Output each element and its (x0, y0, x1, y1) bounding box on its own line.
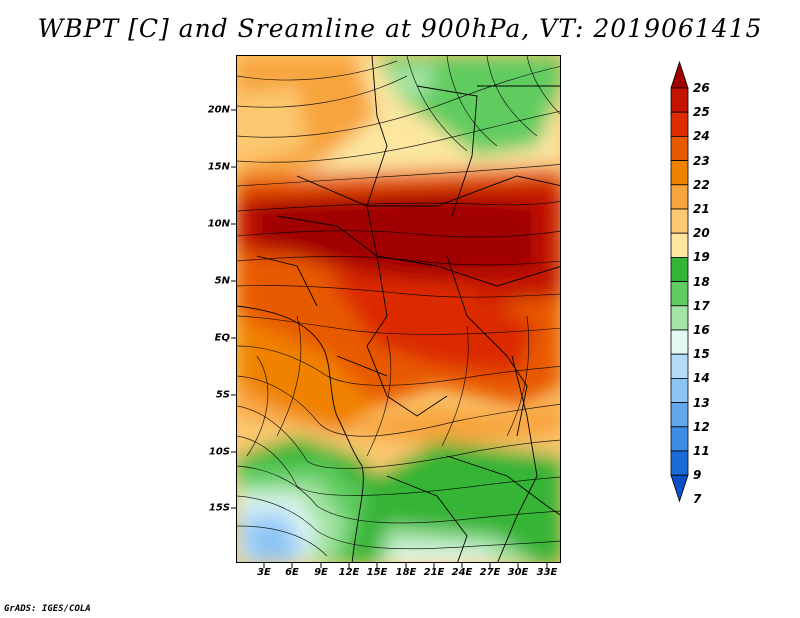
colorbar-label: 22 (693, 177, 710, 192)
colorbar-label: 7 (693, 492, 702, 507)
colorbar-label: 12 (693, 419, 710, 434)
lat-label: 15S (208, 502, 230, 514)
lon-label: 21E (423, 567, 445, 578)
colorbar-label: 16 (693, 323, 710, 337)
lat-label: 10N (207, 218, 230, 230)
grads-credit: GrADS: IGES/COLA (4, 604, 91, 614)
colorbar-label: 23 (693, 153, 710, 168)
colorbar-label: 18 (693, 274, 710, 289)
map-panel (236, 55, 561, 563)
colorbar-label: 19 (693, 250, 710, 265)
wbpt-field-map (237, 56, 560, 562)
lon-label: 30E (507, 567, 529, 578)
lat-label: 20N (207, 104, 230, 116)
lon-label: 15E (366, 567, 388, 578)
colorbar-label: 25 (693, 105, 710, 120)
lon-label: 18E (395, 567, 417, 578)
colorbar-label: 17 (693, 298, 710, 313)
lat-label: 15N (207, 161, 230, 173)
lat-label: 10S (208, 446, 230, 458)
colorbar-label: 11 (693, 444, 710, 458)
lon-label: 3E (257, 567, 271, 578)
colorbar-label: 26 (693, 81, 710, 95)
colorbar-label: 20 (693, 226, 710, 241)
lat-label: 5S (215, 389, 230, 401)
colorbar-label: 9 (693, 468, 702, 483)
lon-label: 24E (451, 567, 473, 578)
lat-label: 5N (214, 275, 230, 287)
lat-label: EQ (214, 332, 230, 344)
streamlines (237, 56, 560, 557)
lon-label: 6E (285, 567, 299, 578)
colorbar-label: 13 (693, 395, 710, 410)
colorbar-label: 14 (693, 371, 710, 386)
map-title: WBPT [C] and Sreamline at 900hPa, VT: 20… (37, 14, 763, 43)
lon-label: 9E (314, 567, 328, 578)
colorbar-label: 21 (693, 202, 710, 216)
lon-label: 12E (338, 567, 360, 578)
lon-label: 33E (536, 567, 558, 578)
colorbar-label: 24 (693, 129, 710, 144)
temperature-field (237, 56, 560, 562)
colorbar-label: 15 (693, 347, 710, 362)
lon-label: 27E (479, 567, 501, 578)
